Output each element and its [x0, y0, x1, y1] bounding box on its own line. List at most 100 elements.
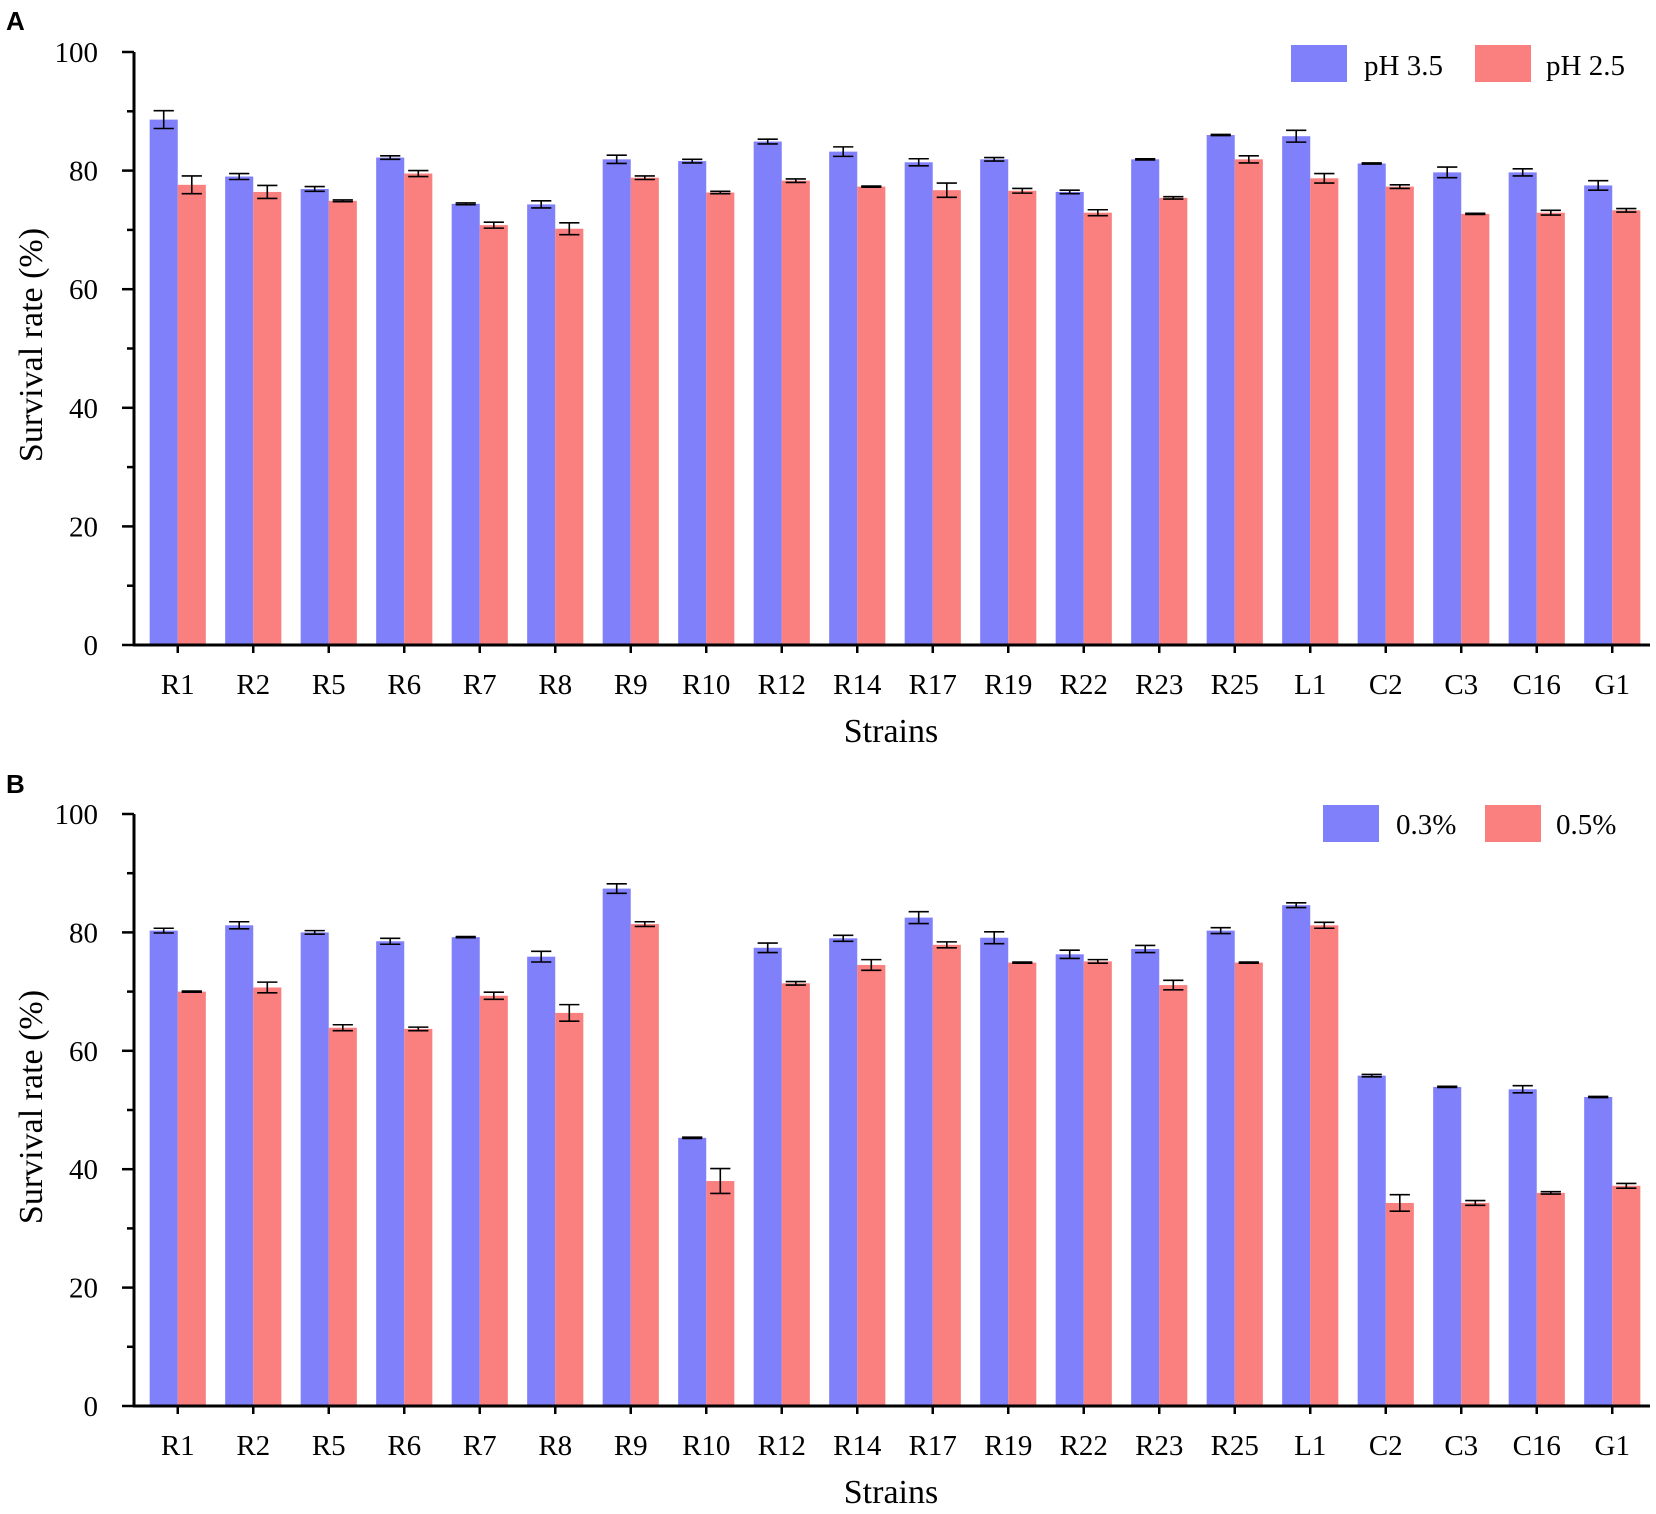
x-tick-label-r6: R6: [387, 669, 421, 701]
x-tick-label-r19: R19: [984, 669, 1032, 701]
panel-b-letter: B: [6, 769, 25, 799]
panel-b-error-bars: [153, 883, 1637, 1213]
bar-l1-0-5: [1310, 925, 1339, 1406]
error-bar-g1-ph-3-5: [1588, 179, 1609, 191]
x-tick-label-r6: R6: [387, 1430, 421, 1462]
x-tick-label-r9: R9: [614, 1430, 648, 1462]
error-bar-g1-0-5: [1616, 1182, 1637, 1189]
x-tick-label-c2: C2: [1369, 1430, 1403, 1462]
x-tick-label-r2: R2: [236, 1430, 270, 1462]
bar-r10-0-5: [706, 1181, 735, 1406]
y-tick-label-40: 40: [69, 1154, 98, 1186]
bar-r10-0-3: [678, 1137, 707, 1406]
error-bar-c3-ph-3-5: [1437, 166, 1458, 179]
x-tick-label-r1: R1: [161, 1430, 195, 1462]
error-bar-r14-ph-3-5: [833, 146, 854, 158]
bar-l1-0-3: [1282, 905, 1311, 1406]
legend-swatch-series-1: [1291, 45, 1347, 82]
x-tick-label-r23: R23: [1135, 1430, 1183, 1462]
error-bar-r8-0-5: [559, 1003, 580, 1023]
x-tick-label-r8: R8: [538, 1430, 572, 1462]
legend-label-series-2: 0.5%: [1556, 809, 1616, 841]
bar-r5-ph-3-5: [300, 188, 329, 646]
error-bar-r12-ph-2-5: [785, 178, 806, 184]
bar-r6-0-5: [404, 1028, 433, 1406]
bar-r2-ph-3-5: [225, 176, 254, 645]
bar-c2-ph-3-5: [1357, 163, 1386, 646]
panel-a-y-axis-title: Survival rate (%): [13, 228, 50, 462]
bar-r14-ph-2-5: [857, 186, 886, 646]
bar-r9-0-5: [630, 924, 659, 1406]
bar-r2-0-3: [225, 925, 254, 1406]
bar-r25-ph-2-5: [1234, 159, 1263, 645]
x-tick-label-g1: G1: [1595, 669, 1630, 701]
error-bar-c2-0-5: [1389, 1193, 1410, 1213]
y-tick-label-20: 20: [69, 511, 98, 543]
x-tick-label-r22: R22: [1060, 669, 1108, 701]
error-bar-r17-0-5: [936, 941, 957, 949]
bar-r1-0-5: [177, 991, 206, 1406]
x-tick-label-r8: R8: [538, 669, 572, 701]
error-bar-r23-0-5: [1163, 979, 1184, 991]
bar-l1-ph-3-5: [1282, 136, 1311, 645]
bar-r2-ph-2-5: [253, 191, 282, 645]
error-bar-r7-0-3: [455, 935, 476, 939]
panel-b-axes: [132, 814, 1650, 1408]
x-tick-label-r23: R23: [1135, 669, 1183, 701]
error-bar-r14-0-3: [833, 934, 854, 943]
legend-swatch-series-2: [1485, 805, 1541, 842]
error-bar-r5-ph-2-5: [332, 199, 353, 203]
error-bar-c2-ph-2-5: [1389, 184, 1410, 190]
panel-a-axes: [132, 52, 1650, 647]
error-bar-r22-ph-3-5: [1059, 189, 1080, 195]
error-bar-l1-ph-2-5: [1314, 172, 1335, 184]
bar-r1-ph-2-5: [177, 184, 206, 645]
bar-c2-0-3: [1357, 1075, 1386, 1406]
error-bar-r25-ph-3-5: [1210, 133, 1231, 137]
x-tick-label-r19: R19: [984, 1430, 1032, 1462]
error-bar-r25-0-5: [1238, 961, 1259, 964]
x-tick-label-r17: R17: [909, 669, 957, 701]
bar-r8-ph-2-5: [555, 228, 584, 645]
error-bar-c3-ph-2-5: [1465, 212, 1486, 216]
error-bar-r2-ph-2-5: [257, 184, 278, 200]
bar-r6-ph-3-5: [376, 157, 405, 646]
bar-r17-ph-3-5: [904, 162, 933, 646]
bar-r22-ph-3-5: [1055, 191, 1084, 645]
error-bar-r9-0-5: [634, 920, 655, 928]
bar-r14-ph-3-5: [829, 151, 858, 645]
error-bar-r2-0-3: [229, 920, 250, 930]
bar-r14-0-5: [857, 964, 886, 1406]
y-tick-label-0: 0: [84, 1391, 99, 1423]
bar-r12-ph-3-5: [753, 141, 782, 646]
x-tick-label-r17: R17: [909, 1430, 957, 1462]
bar-g1-ph-2-5: [1612, 210, 1641, 645]
error-bar-c16-0-3: [1512, 1084, 1533, 1094]
x-tick-label-r7: R7: [463, 1430, 497, 1462]
x-tick-label-r10: R10: [682, 1430, 730, 1462]
bar-r17-0-5: [932, 944, 961, 1406]
panel-a-x-axis-title: Strains: [844, 713, 938, 750]
legend-label-series-2: pH 2.5: [1546, 50, 1625, 82]
bar-r7-0-5: [479, 995, 508, 1406]
error-bar-r5-ph-3-5: [304, 185, 325, 193]
legend-swatch-series-2: [1475, 45, 1531, 82]
y-tick-label-80: 80: [69, 156, 98, 188]
error-bar-r19-0-5: [1012, 961, 1033, 964]
error-bar-c2-ph-3-5: [1361, 162, 1382, 165]
bar-r7-ph-2-5: [479, 225, 508, 645]
x-tick-label-r14: R14: [833, 1430, 882, 1462]
bar-r23-0-3: [1131, 948, 1160, 1406]
error-bar-r23-0-3: [1135, 944, 1156, 954]
error-bar-r10-ph-3-5: [682, 158, 703, 164]
x-tick-label-r25: R25: [1211, 1430, 1259, 1462]
error-bar-r8-ph-2-5: [559, 221, 580, 236]
panel-a-x-ticks: R1 R2 R5 R6 R7 R8 R9 R10 R12 R14 R17 R19 R22 R23 R25 L1…: [161, 645, 1630, 701]
error-bar-r19-ph-2-5: [1012, 187, 1033, 194]
bar-c16-ph-3-5: [1508, 172, 1537, 645]
x-tick-label-r5: R5: [312, 1430, 346, 1462]
panel-b-x-ticks: R1 R2 R5 R6 R7 R8 R9 R10 R12 R14 R17 R19 R22 R23 R25 L1…: [161, 1406, 1630, 1462]
bar-r19-0-5: [1008, 962, 1037, 1406]
